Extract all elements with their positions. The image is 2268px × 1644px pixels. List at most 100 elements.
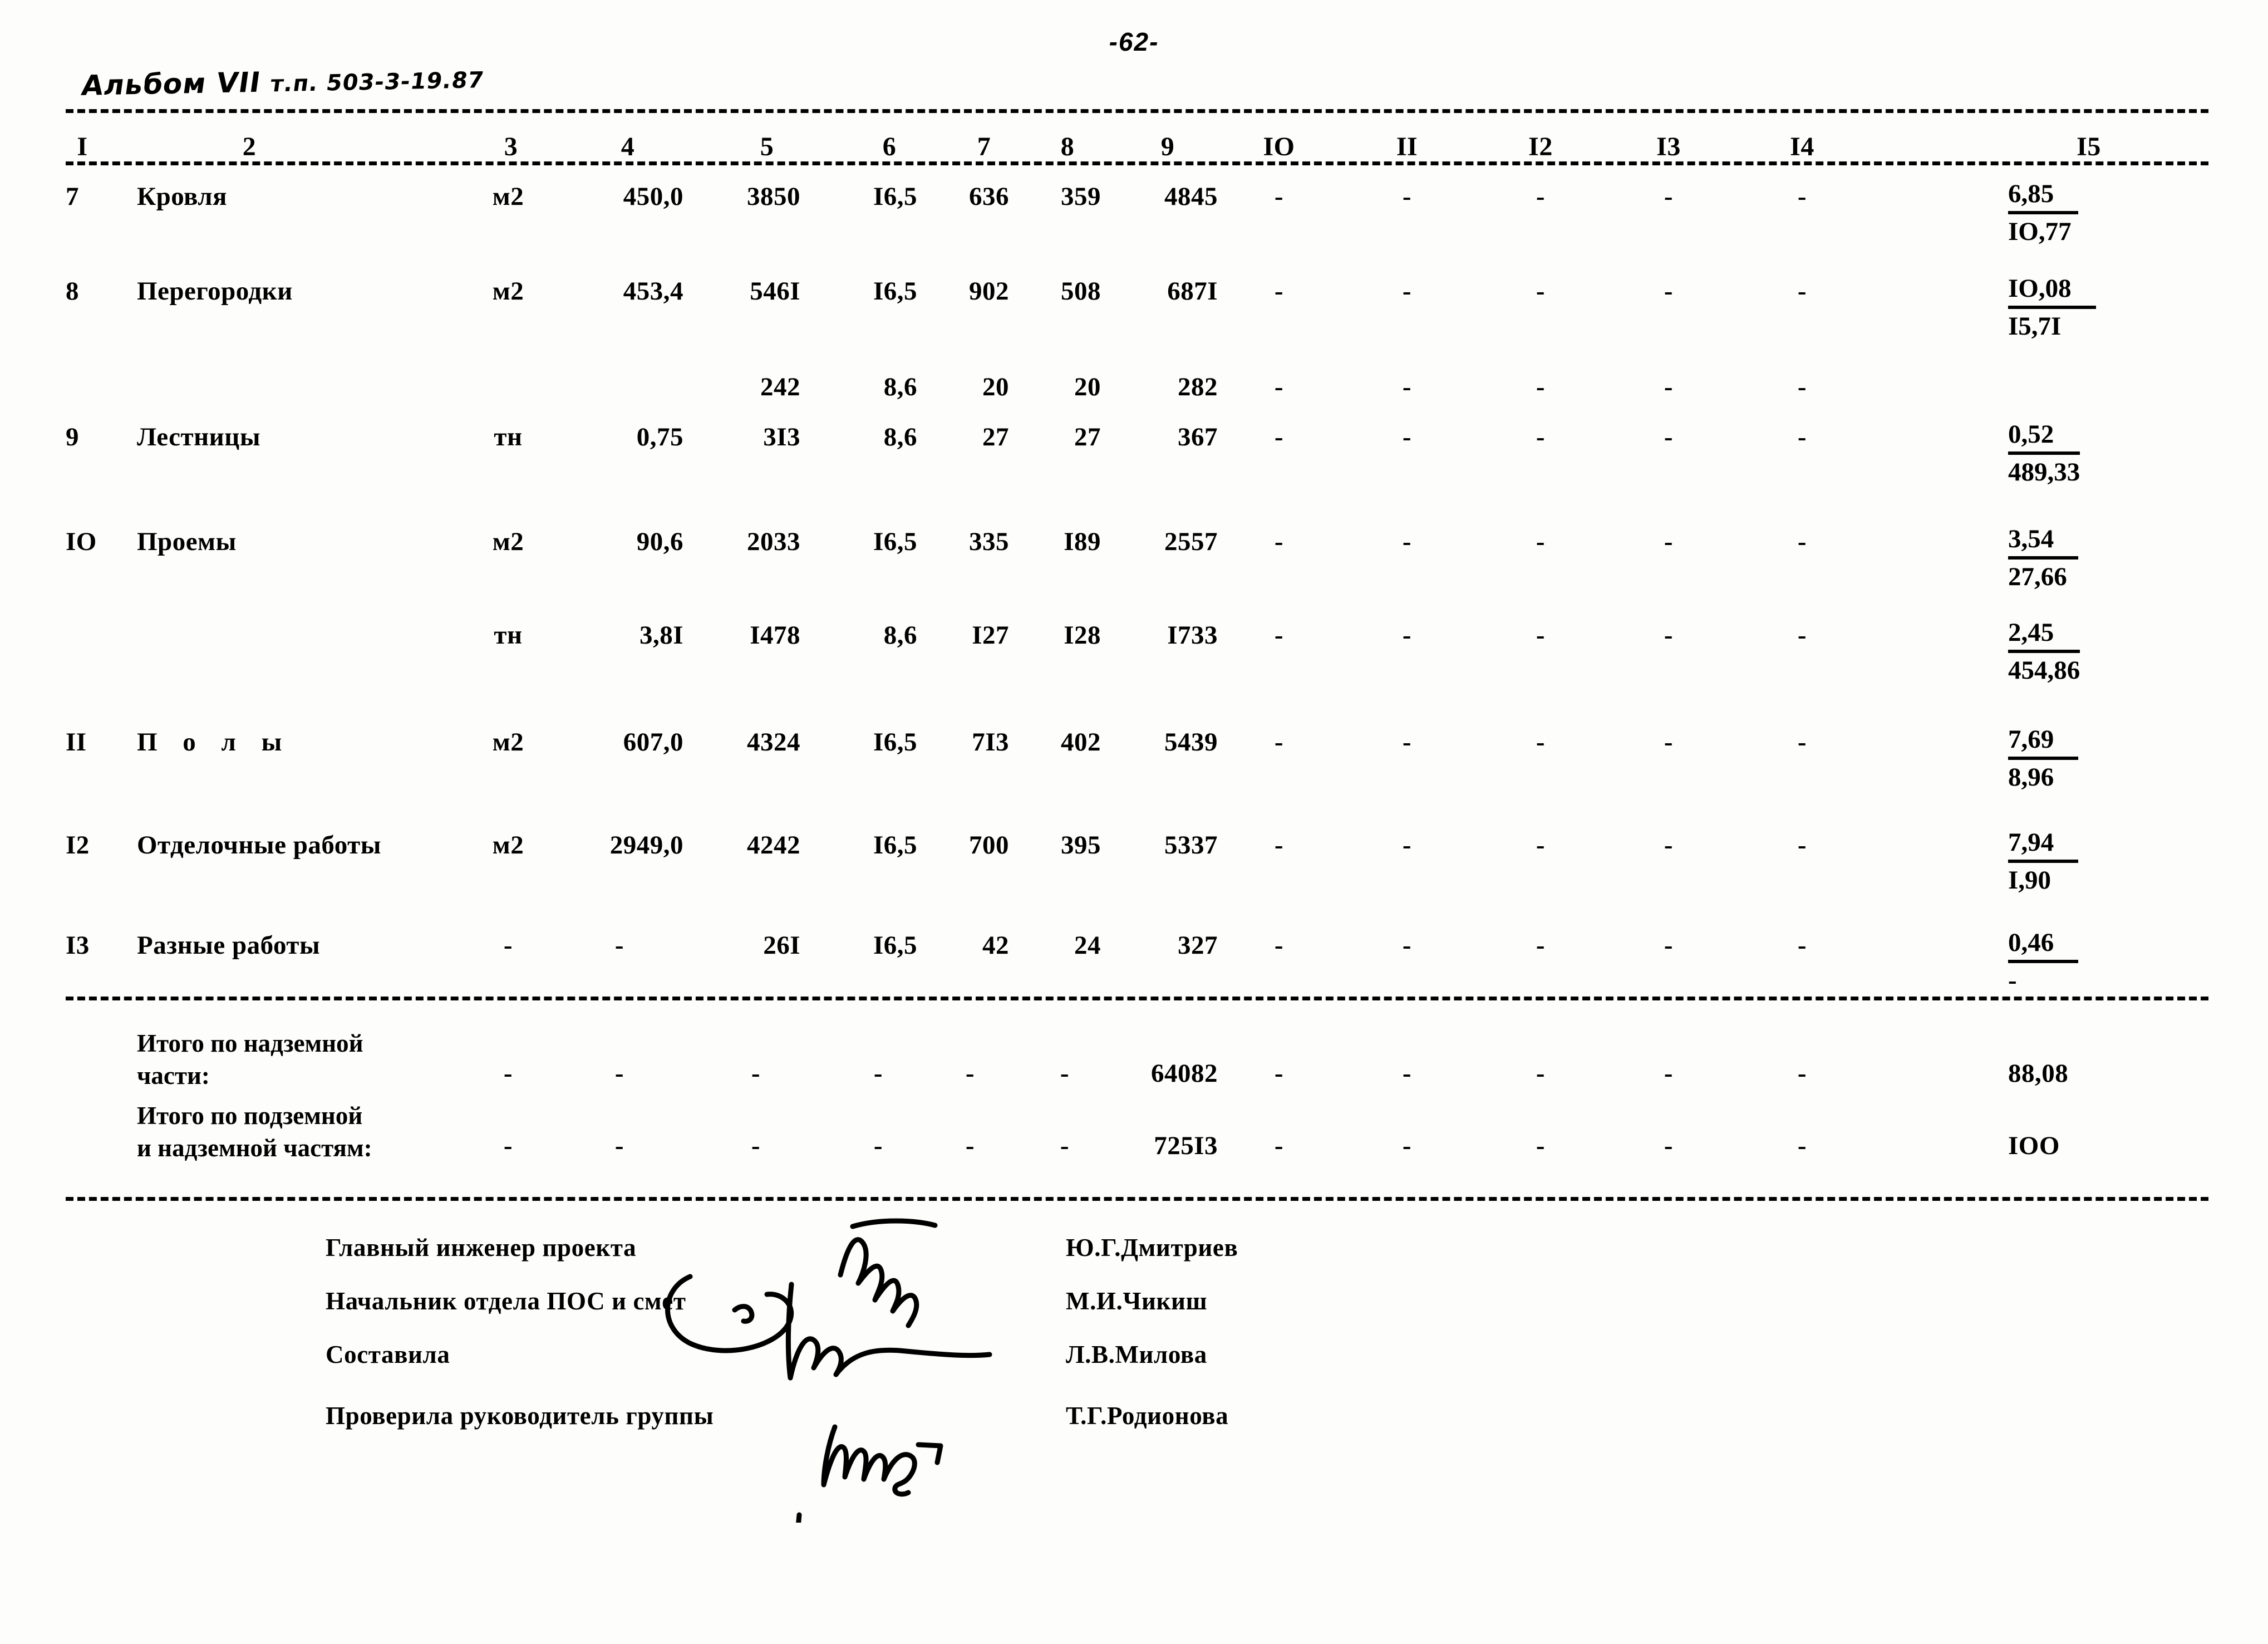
cell-col11: -: [1402, 527, 1412, 556]
cell-col11: -: [1402, 423, 1412, 452]
cell-unit: тн: [494, 423, 523, 452]
cell-col4: 3,8I: [639, 621, 683, 650]
cell-col9: 687I: [1167, 277, 1218, 306]
cell-col15-numerator: 2,45: [2008, 618, 2080, 653]
cell-col13: -: [1664, 423, 1674, 452]
cell-col12: -: [1536, 728, 1546, 757]
cell-unit: м2: [492, 527, 524, 556]
cell-col8: 402: [1061, 728, 1101, 757]
row-label: Перегородки: [137, 277, 293, 306]
cell-col14: -: [1797, 728, 1807, 757]
cell-col15-denominator: I5,7I: [2008, 311, 2062, 341]
cell-unit: -: [503, 1131, 513, 1160]
signature-role: Начальник отдела ПОС и смет: [326, 1287, 686, 1315]
cell-unit: м2: [492, 831, 524, 860]
cell-col15-numerator: 7,94: [2008, 828, 2079, 863]
column-header-12: I2: [1528, 132, 1553, 161]
cell-col4: 90,6: [636, 527, 683, 556]
table-top-rule: [66, 109, 2208, 113]
cell-col15-numerator: IO,08: [2008, 274, 2096, 309]
signature-role: Проверила руководитель группы: [326, 1402, 714, 1430]
cell-col4: -: [614, 1131, 624, 1160]
cell-col7: 335: [969, 527, 1009, 556]
signature-row: Начальник отдела ПОС и смет М.И.Чикиш: [326, 1287, 1661, 1340]
cell-col4: 607,0: [623, 728, 683, 757]
cell-col15-numerator: 0,46: [2008, 928, 2079, 963]
cell-col7: I27: [972, 621, 1009, 650]
cell-col9: 4845: [1164, 182, 1218, 211]
row-number: I3: [66, 931, 90, 960]
cell-col8: 359: [1061, 182, 1101, 211]
cell-col7: -: [965, 1131, 975, 1160]
cell-col15-denominator: 8,96: [2008, 762, 2054, 792]
cell-col7: 20: [982, 372, 1009, 401]
cell-col15-denominator: 27,66: [2008, 562, 2067, 591]
cell-col9: 725I3: [1154, 1131, 1218, 1160]
cell-col6: -: [873, 1059, 883, 1088]
cell-col14: -: [1797, 372, 1807, 401]
cell-col10: -: [1274, 277, 1284, 306]
row-number: 9: [66, 423, 79, 452]
album-note-reference: т.п. 503-3-19.87: [268, 67, 486, 97]
column-header-10: IO: [1263, 132, 1295, 161]
cell-col15: 6,85 IO,77: [2008, 179, 2079, 246]
cell-col9: 2557: [1164, 527, 1218, 556]
column-header-13: I3: [1656, 132, 1681, 161]
total-label-line1: Итого по подземной: [137, 1102, 363, 1130]
cell-unit: м2: [492, 728, 524, 757]
cell-col8: 27: [1074, 423, 1101, 452]
cell-col6: I6,5: [873, 277, 917, 306]
cell-col6: -: [873, 1131, 883, 1160]
row-label: Отделочные работы: [137, 831, 381, 860]
row-number: II: [66, 728, 87, 757]
row-number: 8: [66, 277, 79, 306]
cell-col5: I478: [750, 621, 800, 650]
cell-col15: 0,46 -: [2008, 928, 2079, 995]
cell-col8: -: [1060, 1131, 1070, 1160]
cell-col8: 24: [1074, 931, 1101, 960]
column-header-9: 9: [1160, 132, 1175, 161]
cell-col12: -: [1536, 831, 1546, 860]
cell-col6: I6,5: [873, 831, 917, 860]
cell-col15: 7,69 8,96: [2008, 725, 2079, 792]
cell-col7: 700: [969, 831, 1009, 860]
cell-col14: -: [1797, 527, 1807, 556]
cell-col14: -: [1797, 1131, 1807, 1160]
table-bottom-rule: [66, 1197, 2208, 1201]
cell-col8: 20: [1074, 372, 1101, 401]
cell-col4: 450,0: [623, 182, 683, 211]
cell-col10: -: [1274, 1131, 1284, 1160]
cell-unit: -: [503, 931, 513, 960]
cell-col13: -: [1664, 831, 1674, 860]
signature-row: Главный инженер проекта Ю.Г.Дмитриев: [326, 1233, 1661, 1287]
signature-block: Главный инженер проекта Ю.Г.Дмитриев Нач…: [326, 1233, 1661, 1455]
cell-col14: -: [1797, 831, 1807, 860]
cell-col11: -: [1402, 1131, 1412, 1160]
cell-col13: -: [1664, 527, 1674, 556]
cell-col15-denominator: -: [2008, 965, 2017, 995]
column-header-11: II: [1396, 132, 1418, 161]
cell-col11: -: [1402, 1059, 1412, 1088]
cell-col4: 2949,0: [609, 831, 683, 860]
cell-col5: 4324: [747, 728, 800, 757]
cell-col14: -: [1797, 277, 1807, 306]
cell-col4: -: [614, 1059, 624, 1088]
cell-col8: I28: [1064, 621, 1101, 650]
cell-col7: -: [965, 1059, 975, 1088]
column-header-8: 8: [1060, 132, 1075, 161]
cell-col15-numerator: 7,69: [2008, 725, 2079, 760]
cell-col15-numerator: 0,52: [2008, 420, 2080, 455]
row-label: Разные работы: [137, 931, 321, 960]
cell-col15-denominator: IO,77: [2008, 217, 2072, 246]
cell-col12: -: [1536, 423, 1546, 452]
cell-col9: 5337: [1164, 831, 1218, 860]
column-header-1: I: [77, 132, 88, 161]
cell-col10: -: [1274, 1059, 1284, 1088]
signature-name: М.И.Чикиш: [1066, 1287, 1208, 1315]
cell-col6: I6,5: [873, 527, 917, 556]
cell-col15-denominator: 454,86: [2008, 655, 2080, 685]
cell-col5: 3I3: [763, 423, 800, 452]
cell-col14: -: [1797, 423, 1807, 452]
cell-col10: -: [1274, 831, 1284, 860]
column-header-6: 6: [882, 132, 897, 161]
